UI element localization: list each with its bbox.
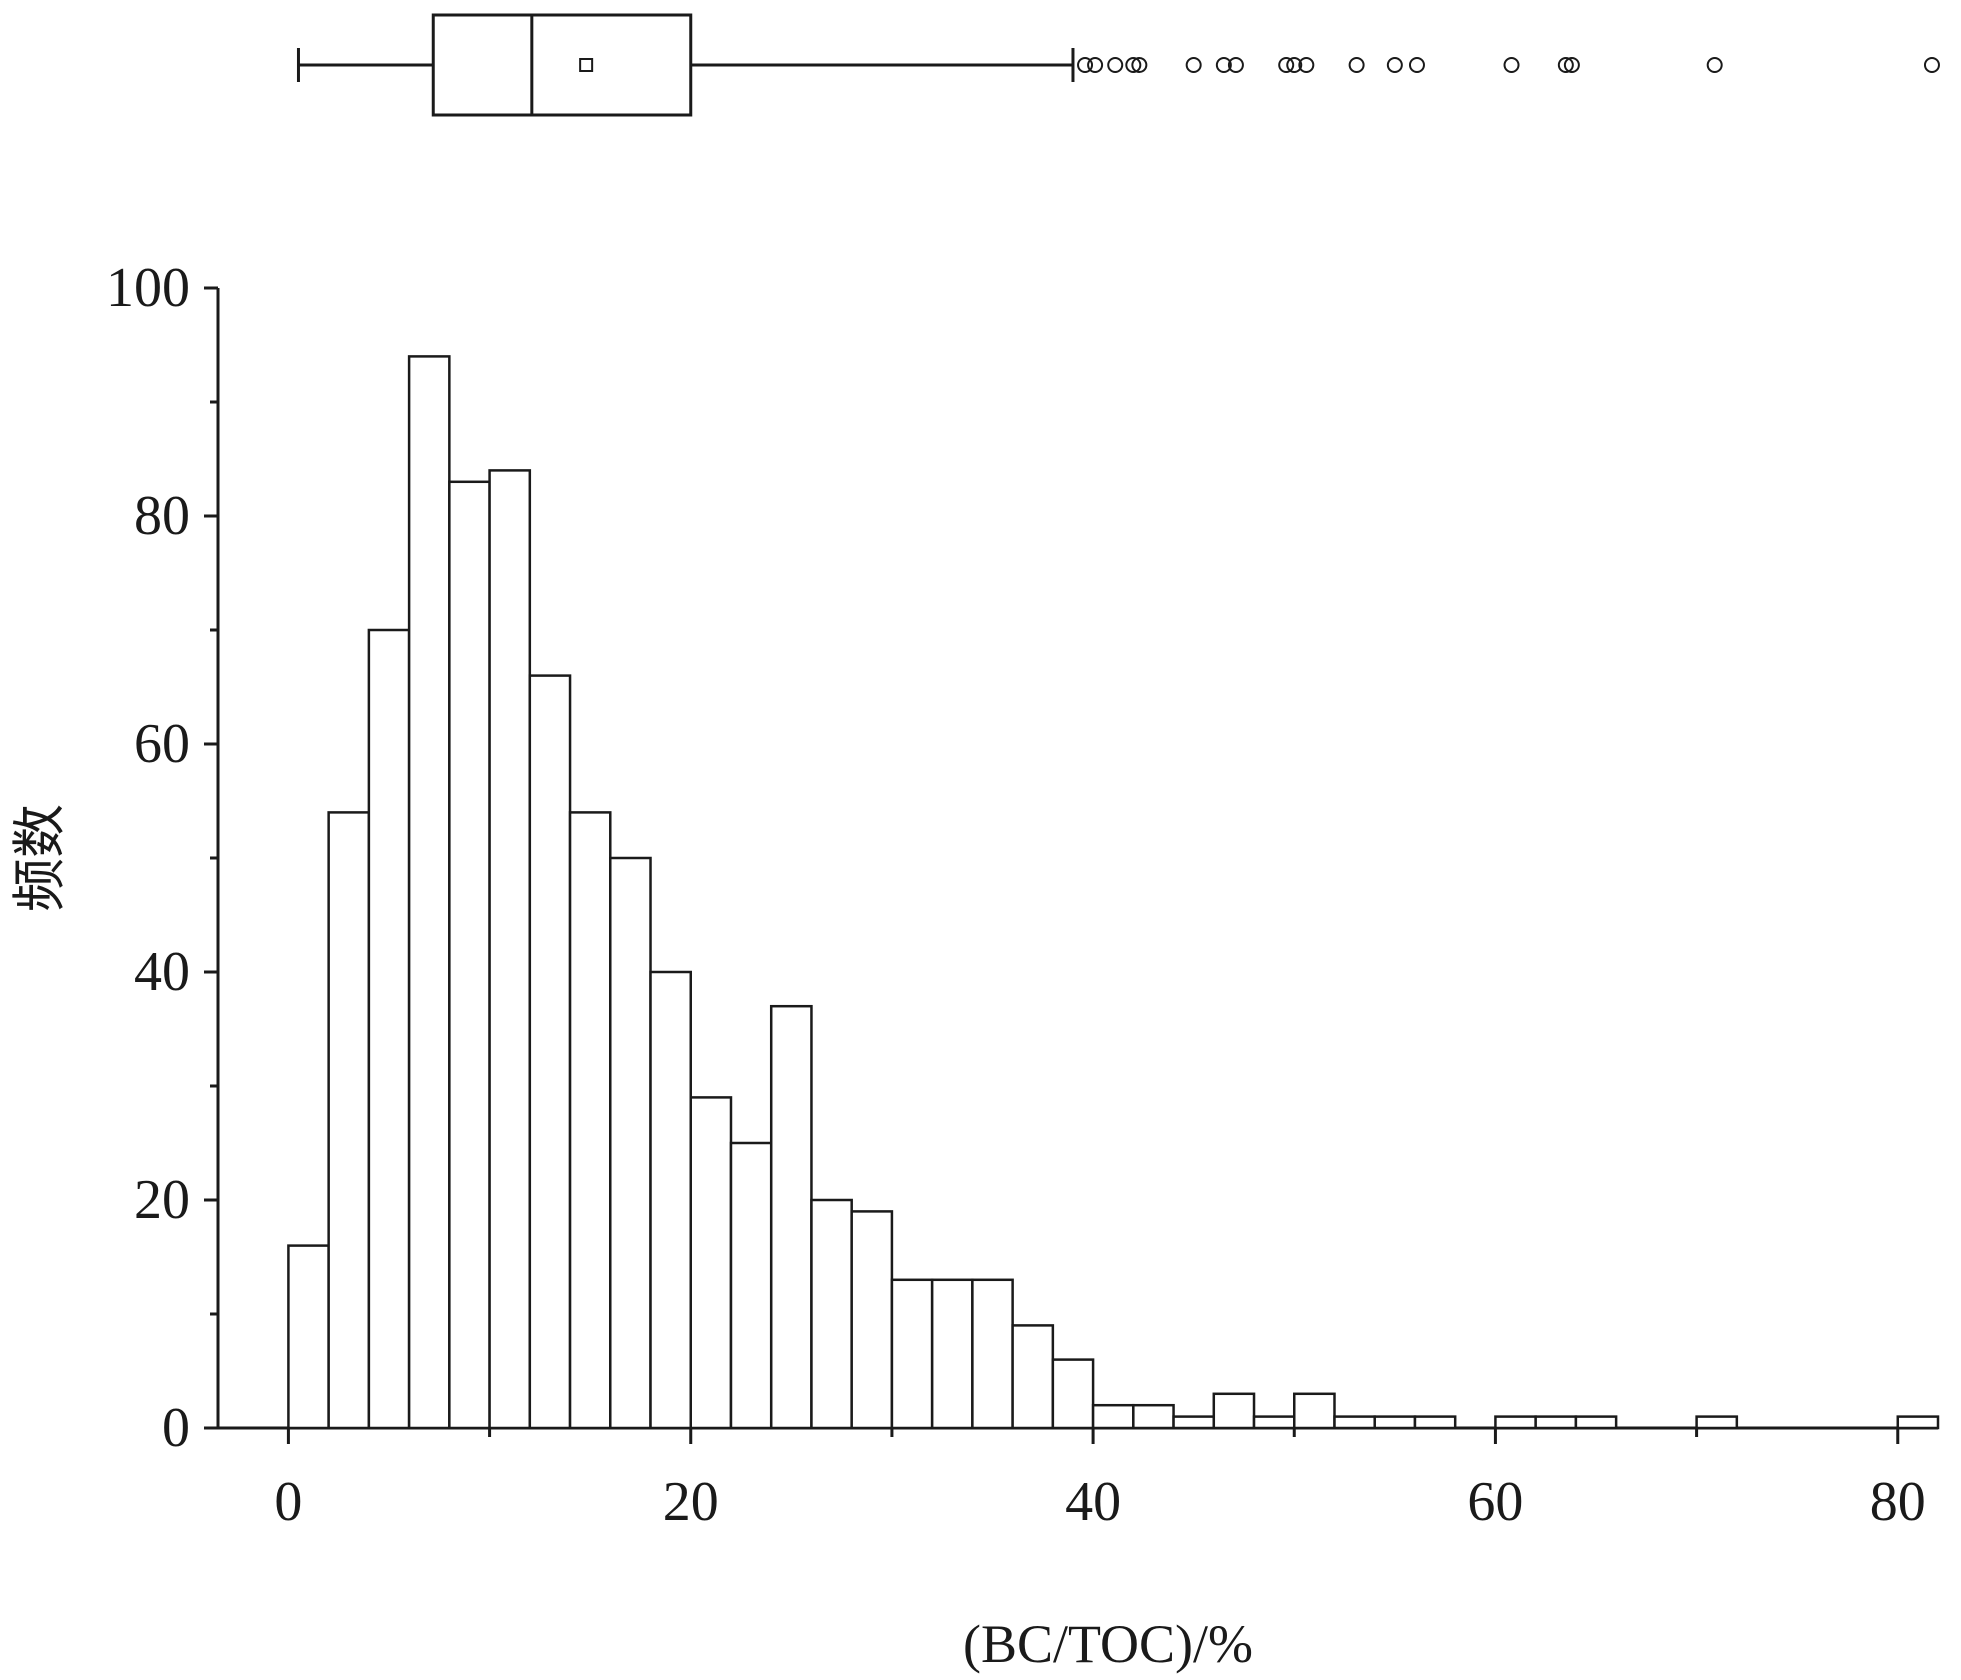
outlier-point <box>1503 57 1520 73</box>
histogram-bar <box>1373 1415 1417 1430</box>
histogram-bar <box>971 1278 1014 1430</box>
histogram-bar <box>689 1096 733 1430</box>
interquartile-box <box>431 13 693 117</box>
histogram-bar <box>1413 1415 1457 1430</box>
outlier-point <box>1125 57 1142 73</box>
histogram-bar <box>609 856 652 1430</box>
histogram-bar <box>810 1198 853 1430</box>
histogram-bar <box>769 1004 813 1430</box>
outlier-point <box>1286 57 1303 73</box>
outlier-point <box>1298 57 1315 73</box>
histogram-bar <box>729 1141 773 1430</box>
histogram-bar <box>528 674 572 1430</box>
histogram-bar <box>1574 1415 1618 1430</box>
outlier-point <box>1278 57 1295 73</box>
histogram-bar <box>1534 1415 1578 1430</box>
y-tick-label: 40 <box>134 941 190 1003</box>
mean-marker <box>579 58 594 72</box>
histogram-bar <box>1293 1392 1336 1430</box>
y-tick-label: 100 <box>106 257 190 319</box>
outlier-point <box>1348 57 1365 73</box>
histogram-bar <box>1333 1415 1376 1430</box>
histogram-bar <box>1011 1324 1055 1430</box>
histogram-bar <box>568 811 612 1430</box>
outlier-point <box>1386 57 1403 73</box>
axis-ticks: 0 20 40 60 80 100 0 20 40 60 80 <box>106 257 1926 1533</box>
outlier-point <box>1408 57 1425 73</box>
histogram-bar <box>448 480 491 1430</box>
y-tick-label: 60 <box>134 713 190 775</box>
histogram-bar <box>1172 1415 1216 1430</box>
x-tick-label: 80 <box>1870 1471 1926 1533</box>
histogram-bar <box>327 811 371 1430</box>
x-tick-label: 60 <box>1467 1471 1523 1533</box>
outlier-point <box>1087 57 1104 73</box>
histogram-bar <box>1212 1392 1256 1430</box>
histogram-bar <box>1896 1415 1940 1430</box>
y-tick-label: 0 <box>162 1397 190 1459</box>
histogram-bar <box>1494 1415 1537 1430</box>
outlier-point <box>1215 57 1232 73</box>
histogram-bar <box>930 1278 974 1430</box>
outlier-point <box>1923 57 1940 73</box>
y-axis-label: 频数 <box>8 804 71 912</box>
histogram-bar <box>488 469 532 1430</box>
histogram-bar <box>649 970 692 1430</box>
histogram-bar <box>1695 1415 1739 1430</box>
histogram-bar <box>1252 1415 1296 1430</box>
outlier-point <box>1706 57 1723 73</box>
histogram-bar <box>407 355 451 1430</box>
x-axis-label: (BC/TOC)/% <box>963 1614 1253 1674</box>
histogram-bar <box>890 1278 934 1430</box>
outlier-point <box>1227 57 1244 73</box>
outlier-point <box>1131 57 1148 73</box>
histogram-bar <box>367 628 411 1430</box>
histogram-bars <box>287 355 1940 1430</box>
histogram-bar <box>850 1210 894 1430</box>
histogram-bar <box>1091 1403 1135 1430</box>
outlier-point <box>1107 57 1124 73</box>
histogram-bar <box>1051 1358 1095 1430</box>
y-tick-label: 80 <box>134 485 190 547</box>
outlier-point <box>1185 57 1202 73</box>
histogram-bar <box>1132 1403 1175 1430</box>
outlier-point <box>1557 57 1574 73</box>
x-tick-label: 40 <box>1065 1471 1121 1533</box>
box-plot <box>296 13 1940 117</box>
histogram-bar <box>287 1244 330 1430</box>
outlier-point <box>1563 57 1580 73</box>
x-tick-label: 0 <box>274 1471 302 1533</box>
x-tick-label: 20 <box>663 1471 719 1533</box>
y-tick-label: 20 <box>134 1169 190 1231</box>
outlier-point <box>1077 57 1094 73</box>
